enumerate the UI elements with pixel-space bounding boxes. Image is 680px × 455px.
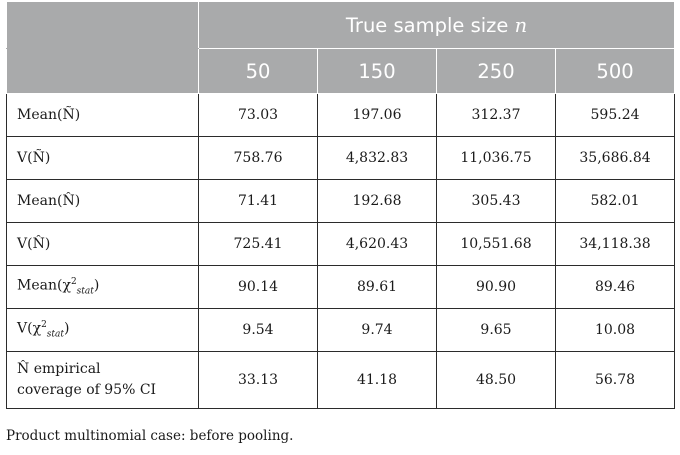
table-cell: 34,118.38 <box>554 222 676 266</box>
table-cell: 9.54 <box>198 308 318 352</box>
table-row: Mean(N̂) 71.41 192.68 305.43 582.01 <box>6 179 676 223</box>
header-group-title: True sample size n <box>197 1 676 49</box>
table-cell: 725.41 <box>198 222 318 266</box>
row-label-superscript: 2 <box>70 276 77 287</box>
table-row: V(N̂) 725.41 4,620.43 10,551.68 34,118.3… <box>6 222 676 266</box>
column-header: 50 <box>198 48 318 94</box>
table-cell: 9.65 <box>436 308 556 352</box>
row-label: Mean(N̂) <box>6 179 199 223</box>
table-cell: 35,686.84 <box>554 136 676 180</box>
table-cell: 48.50 <box>436 351 556 409</box>
table-cell: 192.68 <box>317 179 437 223</box>
table-cell: 11,036.75 <box>436 136 556 180</box>
row-label: V(Ñ) <box>6 136 199 180</box>
table-cell: 33.13 <box>198 351 318 409</box>
row-label: V(N̂) <box>6 222 199 266</box>
table-header: True sample size n 50 150 250 500 <box>6 1 676 94</box>
header-corner-lower <box>6 48 199 94</box>
row-label: Mean(Ñ) <box>6 93 199 137</box>
header-group-var: n <box>514 13 528 37</box>
table-cell: 9.74 <box>317 308 437 352</box>
row-label-line2: coverage of 95% CI <box>17 382 157 398</box>
row-label-subscript: stat <box>46 329 65 340</box>
table-body: Mean(Ñ) 73.03 197.06 312.37 595.24 V(Ñ) … <box>6 93 676 409</box>
table-cell: 71.41 <box>198 179 318 223</box>
table-row: V(χ2stat) 9.54 9.74 9.65 10.08 <box>6 308 676 352</box>
table-cell: 595.24 <box>554 93 676 137</box>
chi-square-scripts: 2stat <box>41 315 64 345</box>
column-header: 250 <box>436 48 556 94</box>
results-table-container: True sample size n 50 150 250 500 Mean(Ñ… <box>6 1 676 409</box>
header-corner <box>6 1 199 49</box>
table-cell: 305.43 <box>436 179 556 223</box>
chi-square-scripts: 2stat <box>71 272 94 302</box>
row-label-prefix: V(χ <box>17 320 42 337</box>
row-label-line1: N̂ empirical <box>17 361 101 377</box>
row-label-subscript: stat <box>76 286 94 297</box>
table-cell: 89.46 <box>554 265 676 309</box>
table-cell: 89.61 <box>317 265 437 309</box>
table-cell: 758.76 <box>198 136 318 180</box>
column-header: 500 <box>554 48 676 94</box>
table-cell: 197.06 <box>317 93 437 137</box>
table-cell: 90.90 <box>436 265 556 309</box>
table-cell: 73.03 <box>198 93 318 137</box>
results-table: True sample size n 50 150 250 500 Mean(Ñ… <box>6 1 676 409</box>
row-label: N̂ empirical coverage of 95% CI <box>6 351 199 409</box>
table-row: N̂ empirical coverage of 95% CI 33.13 41.… <box>6 351 676 409</box>
table-cell: 10.08 <box>554 308 676 352</box>
column-header: 150 <box>317 48 437 94</box>
header-group-title-text: True sample size <box>345 13 509 37</box>
table-cell: 4,620.43 <box>317 222 437 266</box>
table-cell: 41.18 <box>317 351 437 409</box>
row-label-suffix: ) <box>93 277 100 294</box>
table-cell: 4,832.83 <box>317 136 437 180</box>
row-label-prefix: Mean(χ <box>17 277 71 294</box>
table-row: Mean(χ2stat) 90.14 89.61 90.90 89.46 <box>6 265 676 309</box>
row-label-suffix: ) <box>64 320 70 337</box>
table-row: V(Ñ) 758.76 4,832.83 11,036.75 35,686.84 <box>6 136 676 180</box>
table-cell: 582.01 <box>554 179 676 223</box>
row-label: V(χ2stat) <box>6 308 199 352</box>
table-footnote: Product multinomial case: before pooling… <box>6 428 294 444</box>
row-label-superscript: 2 <box>41 319 47 330</box>
row-label: Mean(χ2stat) <box>6 265 199 309</box>
table-cell: 312.37 <box>436 93 556 137</box>
table-cell: 56.78 <box>554 351 676 409</box>
table-cell: 10,551.68 <box>436 222 556 266</box>
table-row: Mean(Ñ) 73.03 197.06 312.37 595.24 <box>6 93 676 137</box>
table-cell: 90.14 <box>198 265 318 309</box>
